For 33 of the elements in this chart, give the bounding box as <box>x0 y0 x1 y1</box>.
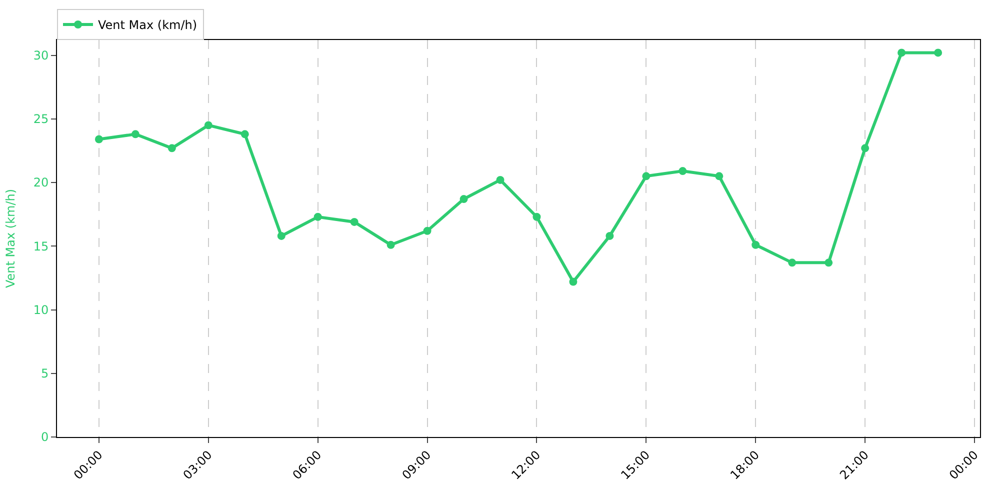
legend-label: Vent Max (km/h) <box>98 18 198 32</box>
y-tick-label: 10 <box>33 302 49 317</box>
point <box>277 232 286 240</box>
point <box>240 130 249 138</box>
y-tick-label: 25 <box>33 112 49 126</box>
point <box>606 232 614 240</box>
point <box>204 121 212 130</box>
point <box>94 135 103 144</box>
point <box>386 240 395 249</box>
point <box>824 258 833 267</box>
y-tick-label: 5 <box>40 366 49 381</box>
point <box>934 48 942 57</box>
point <box>752 240 760 249</box>
point <box>569 278 578 286</box>
point <box>861 144 870 152</box>
point <box>460 195 468 204</box>
y-tick-label: 30 <box>33 48 49 62</box>
point <box>496 176 504 184</box>
point <box>642 172 650 180</box>
point <box>423 226 432 235</box>
point <box>715 172 724 180</box>
point <box>314 212 322 221</box>
y-tick-label: 0 <box>40 430 49 444</box>
point <box>168 144 176 152</box>
point <box>131 130 140 138</box>
point <box>788 258 796 267</box>
point <box>532 212 541 221</box>
y-axis-title: Vent Max (km/h) <box>4 188 18 288</box>
y-tick-label: 20 <box>33 176 49 190</box>
point <box>898 48 906 57</box>
y-tick-label: 15 <box>33 239 49 254</box>
point <box>350 218 358 226</box>
point <box>678 167 687 176</box>
